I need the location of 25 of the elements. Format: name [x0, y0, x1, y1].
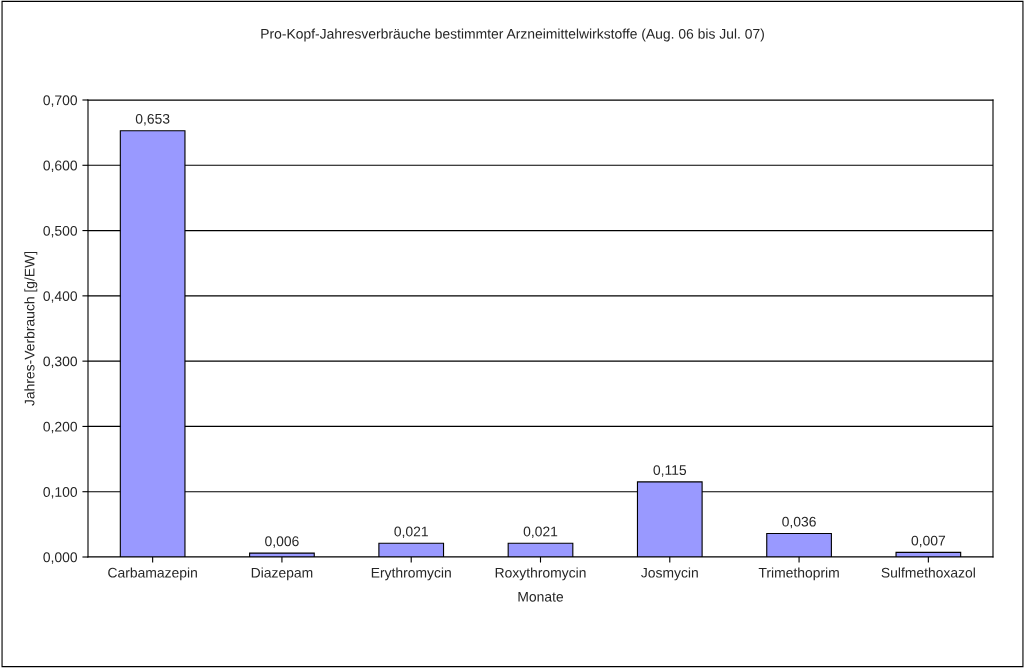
y-tick-label: 0,700 [43, 95, 78, 107]
x-axis-title: Monate [518, 591, 564, 602]
y-tick-label: 0,100 [43, 487, 78, 499]
x-tick-label: Erythromycin [371, 567, 451, 581]
y-tick-label: 0,600 [43, 160, 78, 173]
x-tick-label: Carbamazepin [108, 567, 197, 581]
chart-title: Pro-Kopf-Jahresverbräuche bestimmter Arzneimittelwirkstoffe (Aug. 06 bis Jul. 07) [261, 28, 764, 42]
data-label: 0,007 [911, 535, 946, 548]
y-axis-title: Jahres-Verbrauch [g/EW] [24, 251, 38, 406]
data-label: 0,021 [394, 526, 428, 539]
y-tick-label: 0,500 [43, 225, 78, 238]
x-tick-label: Josmycin [641, 567, 698, 581]
data-label: 0,115 [653, 465, 687, 477]
data-label: 0,653 [135, 113, 170, 126]
x-tick-label: Trimethoprim [758, 567, 839, 581]
y-tick-label: 0,000 [43, 552, 78, 564]
x-tick-label: Diazepam [251, 567, 313, 581]
x-tick-label: Roxythromycin [495, 567, 586, 581]
x-tick-label: Sulfmethoxazol [881, 567, 975, 578]
y-tick-label: 0,300 [43, 356, 78, 368]
data-label: 0,021 [523, 526, 558, 539]
y-tick-label: 0,200 [43, 421, 78, 434]
y-tick-label: 0,400 [43, 291, 78, 303]
data-label: 0,036 [782, 516, 816, 529]
data-label: 0,006 [265, 536, 299, 548]
